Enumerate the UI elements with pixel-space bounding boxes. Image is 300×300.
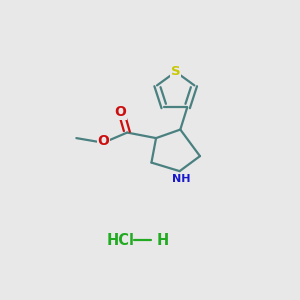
Text: S: S [171,65,181,78]
Text: O: O [98,134,109,148]
Text: NH: NH [172,174,190,184]
Text: HCl: HCl [106,233,134,248]
Text: H: H [157,233,169,248]
Text: O: O [114,105,126,119]
